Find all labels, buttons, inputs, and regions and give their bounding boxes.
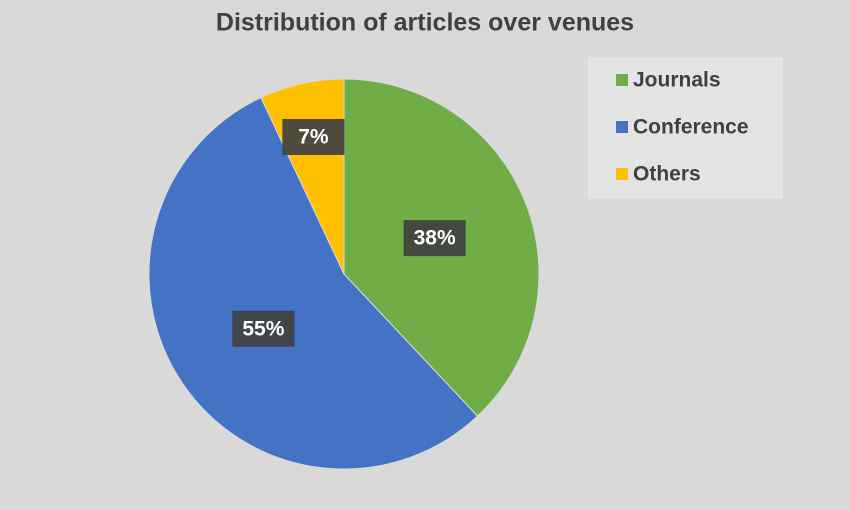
data-label-text: 55% xyxy=(242,317,284,340)
legend: Journals Conference Others xyxy=(588,57,783,199)
data-label-box xyxy=(232,310,295,347)
data-label: 38% xyxy=(403,220,466,257)
legend-label: Others xyxy=(633,163,701,186)
chart-title: Distribution of articles over venues xyxy=(216,9,634,37)
data-label-box xyxy=(282,118,345,155)
pie-slice xyxy=(148,96,479,470)
legend-swatch xyxy=(616,121,628,133)
data-label-text: 38% xyxy=(414,227,456,250)
data-label-box xyxy=(403,220,466,257)
legend-label: Journals xyxy=(633,69,721,92)
legend-swatch xyxy=(616,74,628,86)
legend-label: Conference xyxy=(633,116,749,139)
data-label: 55% xyxy=(232,310,295,347)
data-label: 7% xyxy=(282,118,345,155)
data-label-text: 7% xyxy=(298,126,329,149)
legend-swatch xyxy=(616,168,628,180)
